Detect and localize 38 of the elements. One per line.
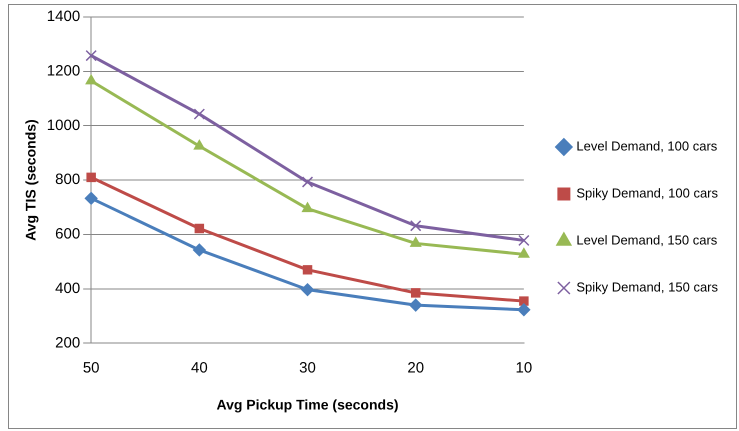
y-tick-label: 1400 — [46, 8, 80, 26]
point — [410, 236, 422, 247]
y-tick-label: 400 — [55, 280, 80, 297]
point — [302, 176, 314, 188]
point — [518, 234, 530, 246]
point — [518, 248, 530, 258]
legend-label: Level Demand, 100 cars — [576, 138, 718, 154]
legend-label: Level Demand, 150 cars — [576, 232, 718, 248]
point — [85, 50, 97, 62]
point — [194, 108, 206, 120]
point — [192, 243, 206, 256]
point — [301, 283, 314, 296]
point — [302, 265, 312, 275]
point — [410, 220, 422, 232]
point — [194, 140, 206, 150]
y-tick-label: 200 — [55, 334, 80, 352]
x-tick-label: 40 — [191, 359, 208, 376]
point — [194, 224, 204, 234]
point — [409, 298, 422, 312]
point — [84, 192, 98, 205]
x-axis-title: Avg Pickup Time (seconds) — [216, 396, 399, 412]
y-tick-label: 600 — [55, 226, 80, 243]
point — [85, 74, 97, 84]
x-tick-label: 20 — [407, 359, 424, 376]
point — [86, 172, 96, 182]
point — [517, 303, 530, 316]
point — [519, 296, 529, 306]
y-tick-label: 1200 — [46, 62, 80, 80]
x-tick-label: 30 — [299, 359, 316, 376]
legend-label: Spiky Demand, 100 cars — [576, 186, 718, 201]
point — [410, 288, 420, 298]
point — [302, 202, 314, 212]
y-tick-label: 1000 — [46, 116, 80, 134]
x-tick-label: 10 — [516, 359, 532, 376]
legend-label: Spiky Demand, 150 cars — [576, 280, 718, 295]
y-axis-title: Avg TIS (seconds) — [22, 119, 38, 241]
y-tick-label: 800 — [55, 171, 80, 188]
x-tick-label: 50 — [82, 359, 100, 376]
